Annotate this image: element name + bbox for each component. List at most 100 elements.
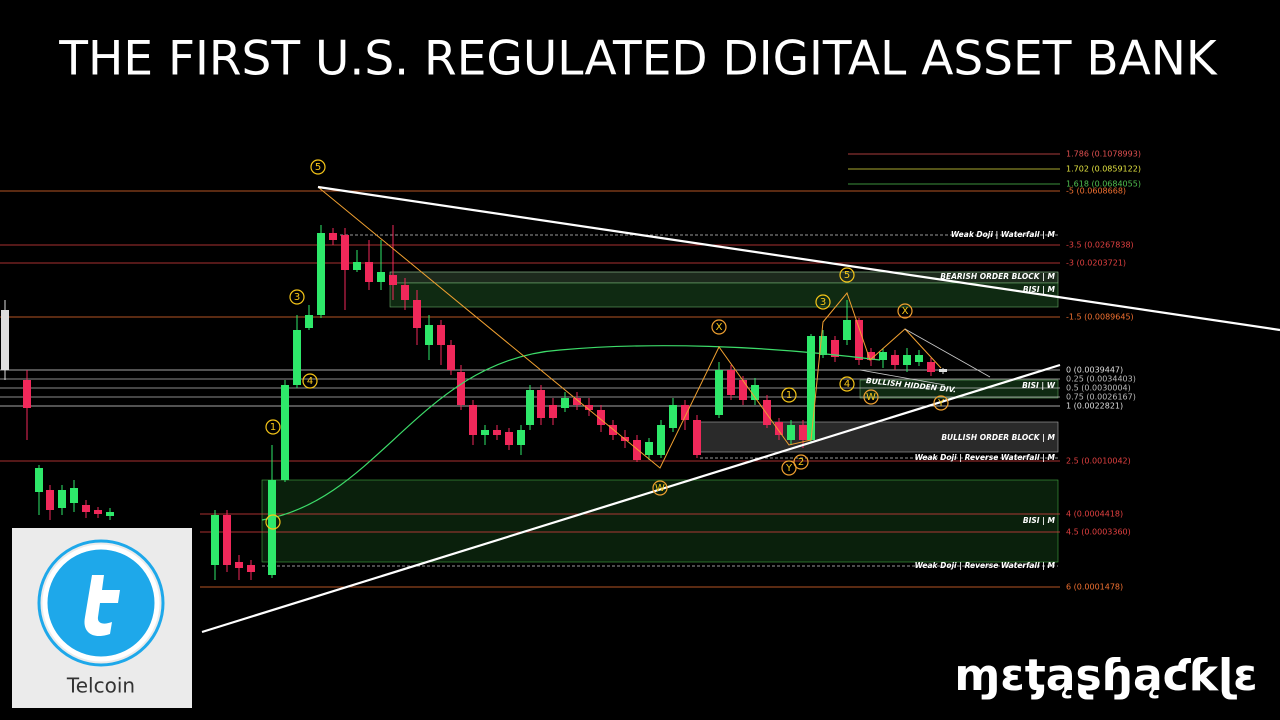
div-line [859,369,946,386]
candle [927,362,935,372]
zones [261,271,1059,563]
candle [235,562,243,568]
wave-circle [781,460,797,476]
candle [46,490,54,510]
candle [389,275,397,285]
candle [365,262,373,282]
candle [293,330,301,385]
candle [879,352,887,360]
wave-label: 5 [844,270,850,281]
zone-label: Weak Doji | Waterfall | M [951,230,1056,240]
wave-circle [265,514,281,530]
wave-circle [897,303,913,319]
candle [58,490,66,508]
candle [727,370,735,395]
candle [819,336,827,355]
title: THE FIRST U.S. REGULATED DIGITAL ASSET B… [58,32,1218,87]
candle [831,340,839,357]
fib-label: -1.5 (0.0089645) [1066,313,1134,322]
logo-name: Telcoin [66,674,135,698]
wave-circle [711,319,727,335]
wave-circle [781,387,797,403]
candle [939,369,947,372]
candle [1,310,9,370]
candle [223,515,231,565]
zone-label: BISI | M [1023,516,1056,526]
fib-label: 6 (0.0001478) [1066,583,1123,592]
candle [787,425,795,440]
candle [751,385,759,400]
candle [715,370,723,415]
wave-label: Y [785,463,793,474]
wave-label: 5 [315,162,321,173]
candle [537,390,545,418]
candle [23,380,31,408]
wave-circle [933,395,949,411]
candle [843,320,851,340]
candle [70,488,78,503]
candle [211,515,219,565]
fib-label: 4 (0.0004418) [1066,510,1123,519]
candle [82,505,90,512]
candle [903,355,911,365]
logo-glyph [84,575,120,637]
candle [317,233,325,315]
brand: ɱɛƫąʂɧąƈƙɭɛ [954,650,1257,701]
candle [597,410,605,425]
trend-line [317,185,1280,332]
fib-label: 1.618 (0.0684055) [1066,180,1141,189]
fib-label: -5 (0.0608668) [1066,187,1126,196]
candle [457,372,465,405]
candle [915,355,923,362]
wave-circle [302,373,318,389]
candle [425,325,433,345]
candle [891,355,899,365]
fib-label: 1.702 (0.0859122) [1066,165,1141,174]
candle [693,420,701,455]
candle [281,385,289,480]
fib-label: -3 (0.0203721) [1066,259,1126,268]
fib-label: 1 (0.0022821) [1066,402,1123,411]
wave-circle [652,480,668,496]
candle [739,380,747,400]
fib-label: -3.5 (0.0267838) [1066,241,1134,250]
zone-label: Weak Doji | Reverse Waterfall | M [915,561,1056,571]
fib-label: 0 (0.0039447) [1066,366,1123,375]
wave-circle [289,289,305,305]
candle [377,272,385,282]
wave-label: 1 [270,422,276,433]
candle [763,400,771,425]
fib-label: 0.75 (0.0026167) [1066,393,1136,402]
wave-label: Y [937,398,945,409]
candle [867,352,875,360]
wave-path [317,186,942,469]
candle [268,480,276,575]
wave-label: 2 [798,457,804,468]
moving-average [261,345,881,521]
wave-circle [815,294,831,310]
candle [526,390,534,425]
trend-line [201,363,1061,634]
fib-label: 0.25 (0.0034403) [1066,375,1136,384]
overlay [201,185,1280,634]
candle [413,300,421,328]
candle [775,422,783,435]
zone-label: BISI | M [1023,285,1056,295]
wave-circle [310,159,326,175]
candle [807,336,815,440]
zone-label: Weak Doji | Reverse Waterfall | M [915,453,1056,463]
candle [645,442,653,455]
candle [106,512,114,516]
candles [1,225,947,580]
candle [669,405,677,428]
zone-label: BISI | W [1022,381,1056,391]
candle [341,235,349,270]
wave-label: X [716,322,723,333]
fib-label: 2.5 (0.0010042) [1066,457,1131,466]
candle [799,425,807,440]
candle [585,405,593,410]
candle [481,430,489,435]
candle [855,320,863,360]
wave-label: 3 [820,297,826,308]
